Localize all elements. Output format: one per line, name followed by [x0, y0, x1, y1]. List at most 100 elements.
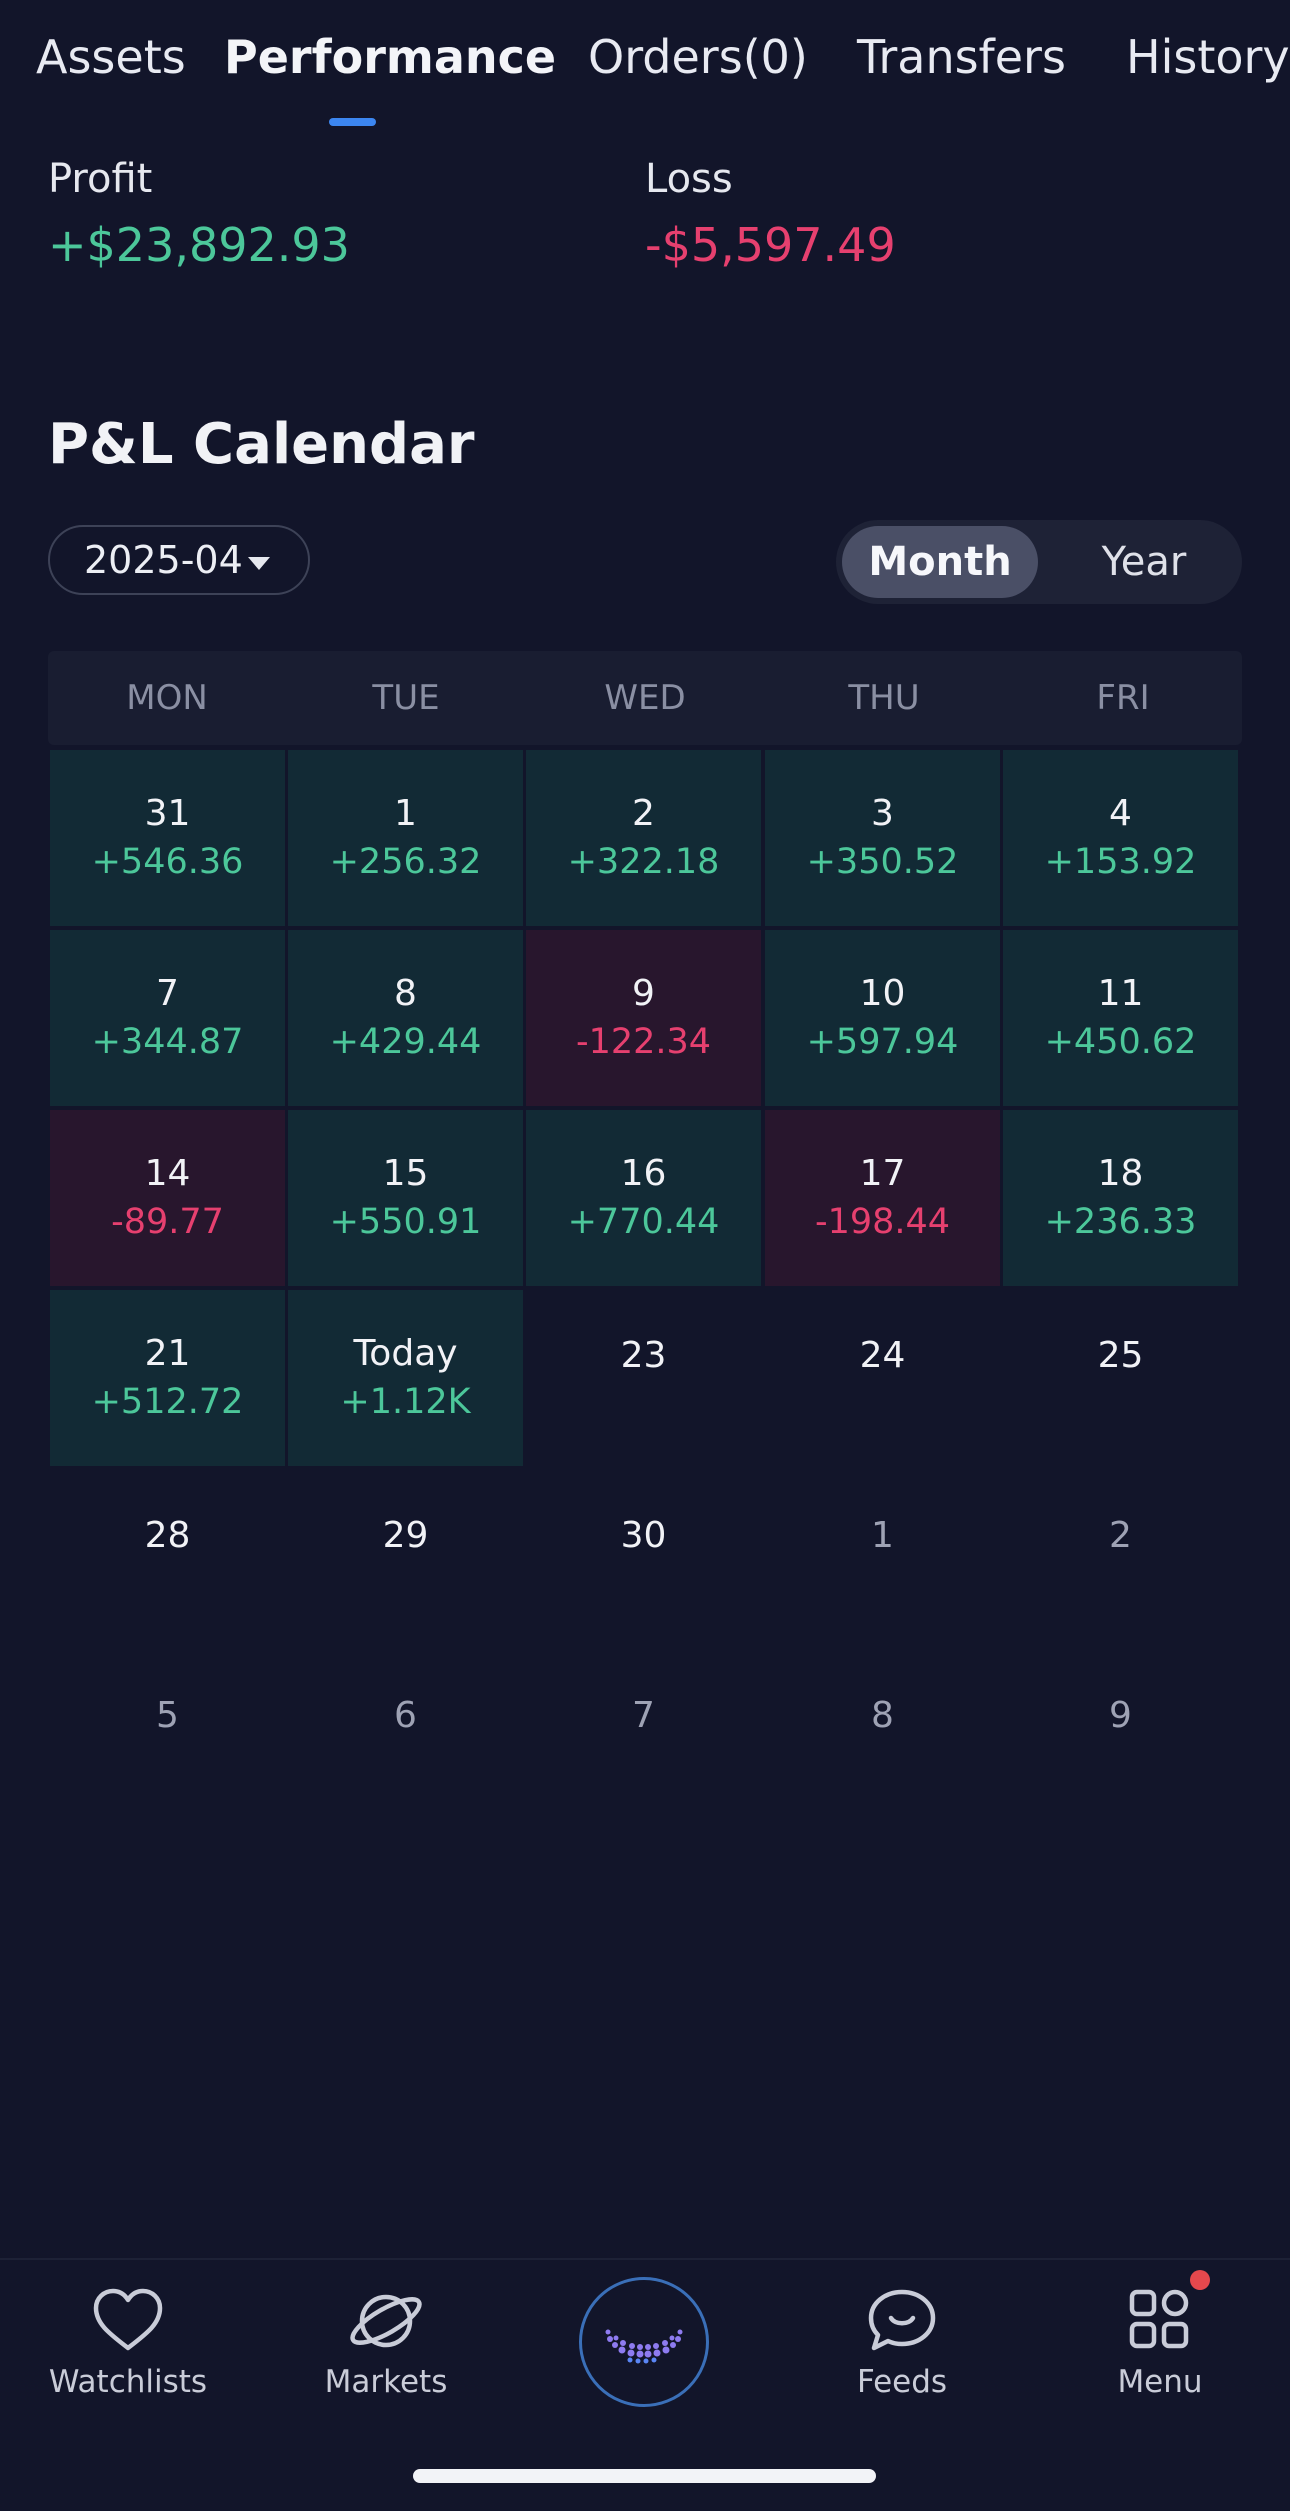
calendar-day-cell[interactable]: 6 — [288, 1650, 523, 1826]
tab-performance[interactable]: Performance — [224, 30, 557, 84]
calendar-day-cell[interactable]: 11 +450.62 — [1003, 930, 1238, 1106]
calendar-day-cell[interactable]: 16 +770.44 — [526, 1110, 761, 1286]
day-pnl-value: +1.12K — [340, 1381, 471, 1422]
day-number: 7 — [632, 1695, 655, 1737]
month-selector[interactable]: 2025-04 — [48, 525, 310, 595]
day-pnl-value: +550.91 — [329, 1201, 482, 1242]
calendar-day-cell[interactable]: 2 — [1003, 1470, 1238, 1646]
tab-history[interactable]: History — [1126, 30, 1290, 84]
day-number: 10 — [859, 972, 906, 1014]
day-number: 15 — [382, 1152, 429, 1194]
smile-dots-icon — [605, 2329, 683, 2364]
calendar-day-cell[interactable]: 7 +344.87 — [50, 930, 285, 1106]
day-pnl-value: -89.77 — [111, 1201, 224, 1242]
heart-icon — [93, 2288, 163, 2351]
calendar-day-cell[interactable]: 31 +546.36 — [50, 750, 285, 926]
notification-badge — [1190, 2270, 1210, 2290]
calendar-day-cell[interactable]: 7 — [526, 1650, 761, 1826]
day-pnl-value: +153.92 — [1044, 841, 1197, 882]
nav-menu[interactable]: Menu — [1060, 2270, 1260, 2410]
loss-label: Loss — [645, 156, 733, 202]
year-toggle-button[interactable]: Year — [1101, 539, 1187, 585]
calendar-day-cell[interactable]: Today +1.12K — [288, 1290, 523, 1466]
chat-bubble-icon — [868, 2289, 936, 2351]
day-pnl-value: +546.36 — [91, 841, 244, 882]
calendar-day-cell[interactable]: 17 -198.44 — [765, 1110, 1000, 1286]
day-pnl-value: +597.94 — [806, 1021, 959, 1062]
day-number: 25 — [1097, 1335, 1144, 1377]
day-number: 4 — [1109, 792, 1132, 834]
calendar-day-cell[interactable]: 24 — [765, 1290, 1000, 1466]
weekday-label: FRI — [1096, 678, 1150, 718]
day-pnl-value: -198.44 — [814, 1201, 951, 1242]
day-pnl-value: +236.33 — [1044, 1201, 1197, 1242]
calendar-day-cell[interactable]: 25 — [1003, 1290, 1238, 1466]
calendar-day-cell[interactable]: 4 +153.92 — [1003, 750, 1238, 926]
day-number: 5 — [156, 1695, 179, 1737]
day-number: 1 — [394, 792, 417, 834]
loss-value: -$5,597.49 — [645, 218, 896, 272]
calendar-day-cell[interactable]: 8 — [765, 1650, 1000, 1826]
caret-down-icon — [248, 557, 270, 570]
tab-orders[interactable]: Orders(0) — [588, 30, 808, 84]
weekday-label: WED — [604, 678, 686, 718]
calendar-day-cell[interactable]: 21 +512.72 — [50, 1290, 285, 1466]
day-pnl-value: +429.44 — [329, 1021, 482, 1062]
day-pnl-value: +322.18 — [567, 841, 720, 882]
profit-value: +$23,892.93 — [48, 218, 350, 272]
tab-transfers[interactable]: Transfers — [857, 30, 1066, 84]
day-number: 2 — [632, 792, 655, 834]
nav-feeds[interactable]: Feeds — [802, 2270, 1002, 2410]
nav-markets[interactable]: Markets — [286, 2270, 486, 2410]
day-number: 29 — [382, 1515, 429, 1557]
calendar-day-cell[interactable]: 1 +256.32 — [288, 750, 523, 926]
calendar-day-cell[interactable]: 1 — [765, 1470, 1000, 1646]
active-tab-indicator — [329, 118, 376, 126]
day-number: 2 — [1109, 1515, 1132, 1557]
day-pnl-value: -122.34 — [575, 1021, 712, 1062]
day-number: 3 — [871, 792, 894, 834]
day-number: 9 — [1109, 1695, 1132, 1737]
month-toggle-button[interactable]: Month — [842, 526, 1038, 598]
calendar-day-cell[interactable]: 18 +236.33 — [1003, 1110, 1238, 1286]
calendar-day-cell[interactable]: 29 — [288, 1470, 523, 1646]
calendar-title: P&L Calendar — [48, 412, 475, 477]
calendar-day-cell[interactable]: 9 -122.34 — [526, 930, 761, 1106]
day-number: 30 — [620, 1515, 667, 1557]
center-home-button[interactable] — [579, 2277, 709, 2407]
nav-label-menu: Menu — [1117, 2364, 1203, 2400]
day-number: 24 — [859, 1335, 906, 1377]
day-pnl-value: +512.72 — [91, 1381, 244, 1422]
day-pnl-value: +450.62 — [1044, 1021, 1197, 1062]
day-number: 18 — [1097, 1152, 1144, 1194]
tab-assets[interactable]: Assets — [36, 30, 186, 84]
day-number: 8 — [871, 1695, 894, 1737]
calendar-day-cell[interactable]: 15 +550.91 — [288, 1110, 523, 1286]
weekday-label: MON — [126, 678, 208, 718]
day-number: 23 — [620, 1335, 667, 1377]
calendar-day-cell[interactable]: 9 — [1003, 1650, 1238, 1826]
calendar-day-cell[interactable]: 23 — [526, 1290, 761, 1466]
calendar-day-cell[interactable]: 5 — [50, 1650, 285, 1826]
calendar-day-cell[interactable]: 30 — [526, 1470, 761, 1646]
day-number: 16 — [620, 1152, 667, 1194]
calendar-day-cell[interactable]: 2 +322.18 — [526, 750, 761, 926]
calendar-day-cell[interactable]: 28 — [50, 1470, 285, 1646]
weekday-label: THU — [848, 678, 920, 718]
month-selector-value: 2025-04 — [84, 538, 243, 582]
nav-label-feeds: Feeds — [856, 2364, 948, 2400]
calendar-day-cell[interactable]: 14 -89.77 — [50, 1110, 285, 1286]
day-pnl-value: +344.87 — [91, 1021, 244, 1062]
calendar-day-cell[interactable]: 3 +350.52 — [765, 750, 1000, 926]
calendar-day-cell[interactable]: 8 +429.44 — [288, 930, 523, 1106]
day-number: 9 — [632, 972, 655, 1014]
day-pnl-value: +770.44 — [567, 1201, 720, 1242]
home-indicator — [413, 2469, 876, 2483]
day-number: 6 — [394, 1695, 417, 1737]
planet-icon — [350, 2294, 422, 2348]
calendar-day-cell[interactable]: 10 +597.94 — [765, 930, 1000, 1106]
view-toggle: Month Year — [836, 520, 1242, 604]
day-number: 17 — [859, 1152, 906, 1194]
day-number: 1 — [871, 1515, 894, 1557]
nav-watchlists[interactable]: Watchlists — [28, 2270, 228, 2410]
